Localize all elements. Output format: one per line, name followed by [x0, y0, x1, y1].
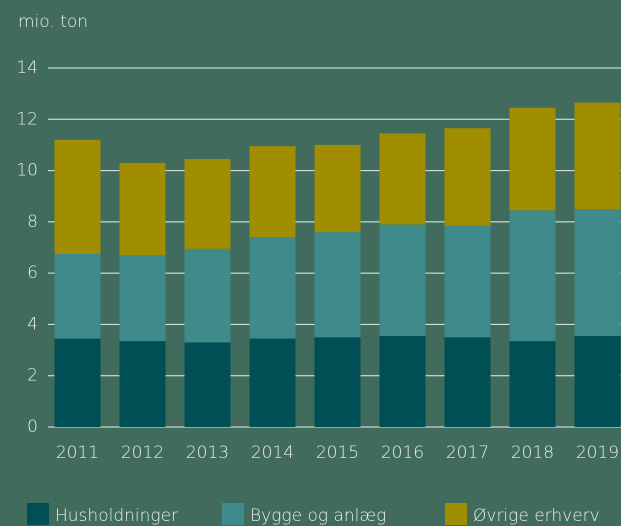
- y-tick-label: 0: [27, 417, 38, 437]
- bar-segment: [314, 232, 361, 338]
- y-tick-label: 12: [16, 109, 38, 129]
- bar-segment: [314, 144, 361, 233]
- bar-segment: [119, 162, 166, 256]
- legend-swatch: [222, 503, 244, 525]
- bar-segment: [444, 337, 491, 427]
- bar-segment: [314, 337, 361, 427]
- x-tick-label: 2016: [381, 443, 424, 463]
- bar-segment: [509, 210, 556, 342]
- bar-segment: [249, 338, 296, 427]
- x-tick-label: 2013: [186, 443, 229, 463]
- legend-swatch: [27, 503, 49, 525]
- y-tick-label: 6: [27, 263, 38, 283]
- bar-segment: [509, 107, 556, 211]
- bar-segment: [444, 225, 491, 338]
- y-tick-label: 8: [27, 212, 38, 232]
- y-tick-label: 10: [16, 161, 38, 181]
- x-tick-label: 2012: [121, 443, 164, 463]
- x-tick-label: 2011: [56, 443, 99, 463]
- bar-segment: [574, 209, 621, 336]
- bar-segment: [574, 335, 621, 427]
- bar-segment: [509, 341, 556, 427]
- bar-segment: [379, 133, 426, 225]
- x-tick-label: 2014: [251, 443, 294, 463]
- legend-swatch: [445, 503, 467, 525]
- bar-segment: [444, 128, 491, 226]
- x-tick-label: 2015: [316, 443, 359, 463]
- legend-label: Øvrige erhverv: [473, 506, 600, 526]
- legend-label: Husholdninger: [55, 506, 178, 526]
- y-axis-label: mio. ton: [18, 12, 88, 32]
- bar-segment: [54, 338, 101, 427]
- bar-segment: [379, 335, 426, 427]
- x-tick-label: 2019: [576, 443, 619, 463]
- bar-segment: [184, 342, 231, 427]
- y-tick-label: 2: [27, 366, 38, 386]
- bar-segment: [119, 255, 166, 342]
- y-tick-label: 14: [16, 58, 38, 78]
- bar-segment: [54, 253, 101, 339]
- bar-segment: [574, 102, 621, 210]
- x-tick-label: 2017: [446, 443, 489, 463]
- bar-segment: [54, 139, 101, 254]
- bar-segment: [249, 237, 296, 339]
- x-tick-label: 2018: [511, 443, 554, 463]
- y-tick-label: 4: [27, 314, 38, 334]
- bar-segment: [379, 224, 426, 336]
- bar-segment: [249, 146, 296, 238]
- bar-segment: [184, 248, 231, 343]
- bar-segment: [184, 159, 231, 249]
- bar-segment: [119, 341, 166, 427]
- legend-label: Bygge og anlæg: [250, 506, 386, 526]
